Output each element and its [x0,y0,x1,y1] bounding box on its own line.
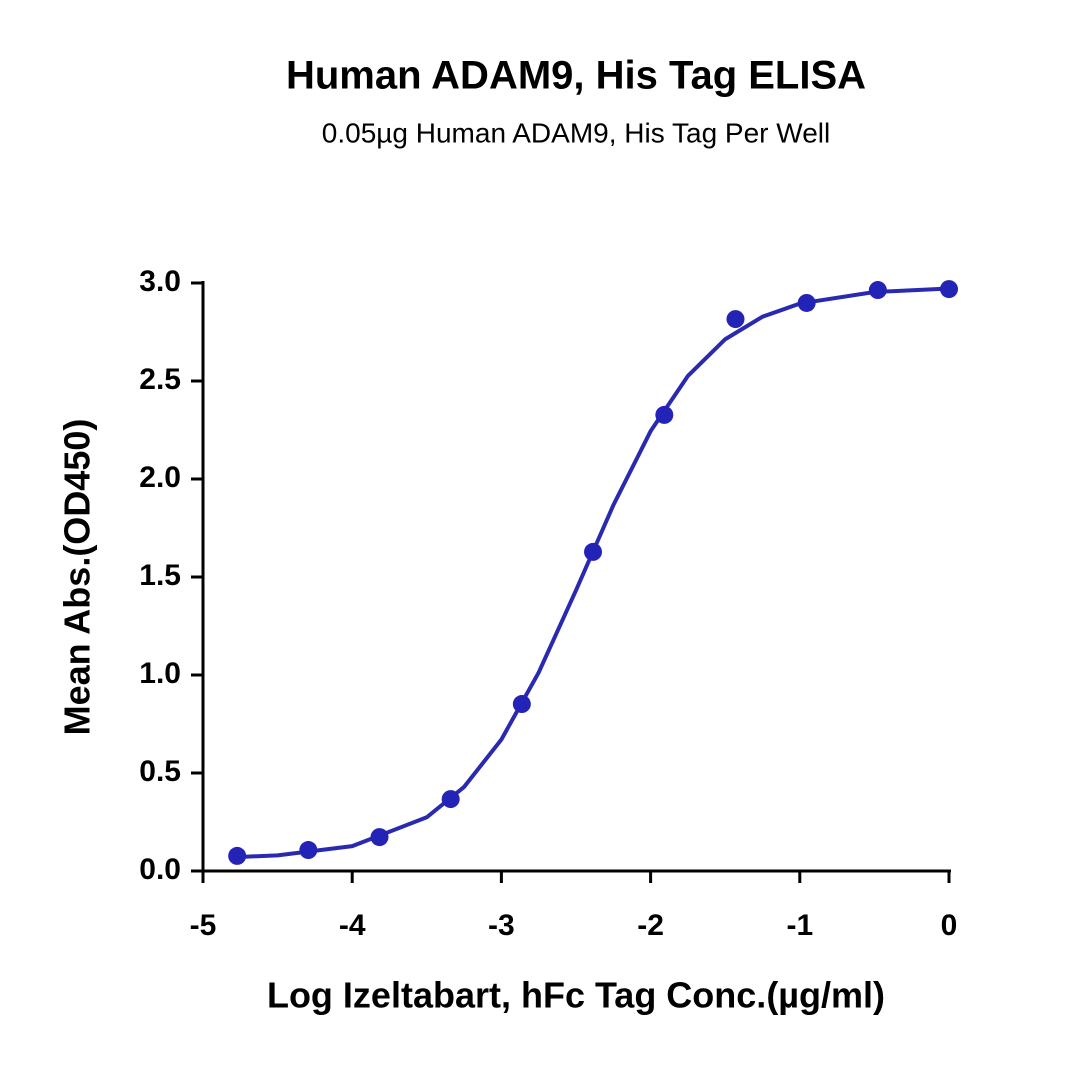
y-tick-label: 1.5 [139,559,181,592]
data-point [441,790,460,809]
x-tick-label: -5 [190,909,217,942]
y-tick-label: 2.5 [139,363,181,396]
y-tick-label: 3.0 [139,265,181,298]
data-point [512,695,531,714]
data-point [228,846,247,865]
y-tick-label: 0.0 [139,853,181,886]
fit-curve [237,286,950,860]
data-point [797,293,816,312]
data-point [655,405,674,424]
data-point [299,841,318,860]
y-tick-label: 2.0 [139,461,181,494]
data-point [726,310,745,329]
y-tick-label: 0.5 [139,755,181,788]
x-tick-label: 0 [941,909,958,942]
data-point [940,280,958,299]
data-point [868,281,887,300]
x-tick-label: -4 [339,909,366,942]
chart-subtitle: 0.05µg Human ADAM9, His Tag Per Well [322,117,830,148]
x-tick-label: -2 [637,909,664,942]
data-point [370,828,389,847]
x-tick-label: -3 [488,909,515,942]
x-tick-label: -1 [786,909,813,942]
y-axis-title: Mean Abs.(OD450) [57,419,98,736]
x-axis-title: Log Izeltabart, hFc Tag Conc.(µg/ml) [267,975,885,1016]
y-tick-label: 1.0 [139,657,181,690]
data-point [584,542,603,561]
chart-title: Human ADAM9, His Tag ELISA [286,54,866,98]
